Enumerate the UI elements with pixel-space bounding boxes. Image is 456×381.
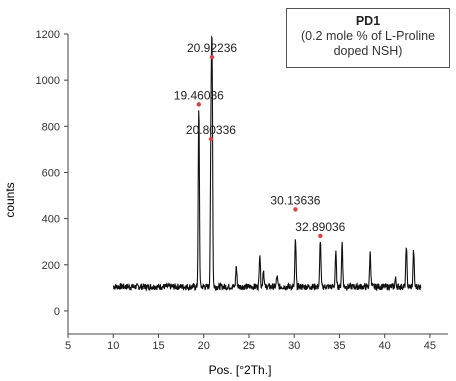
legend-box: PD1 (0.2 mole % of L-Proline doped NSH) [286,8,450,68]
series [112,35,422,292]
y-axis-label: counts [3,182,17,217]
y-tick-label: 800 [42,121,60,133]
x-tick-label: 10 [107,340,119,352]
peak-marker [318,233,323,239]
legend-title: PD1 [355,14,381,28]
x-tick-label: 35 [333,340,345,352]
x-tick-label: 5 [65,340,71,352]
y-tick-label: 0 [54,306,60,318]
x-tick-label: 40 [379,340,391,352]
x-tick-label: 20 [198,340,210,352]
y-tick-label: 1200 [36,29,60,41]
xrd-series-line [112,35,422,292]
peak-marker [209,54,215,60]
peak-marker [293,207,298,212]
peak-label: 20.92236 [187,41,237,55]
peak-label: 30.13636 [270,193,320,207]
y-tick-label: 1000 [36,75,60,87]
y-tick-label: 200 [42,260,60,272]
y-tick-label: 400 [42,214,60,226]
peak-marker [208,136,214,142]
x-axis-label: Pos. [°2Th.] [209,363,272,377]
peak-label: 20.80336 [186,123,236,137]
peak-marker [196,102,202,107]
x-tick-label: 25 [243,340,255,352]
ticks: 5 10 15 20 25 30 35 40 45 0 200 400 600 800 1000 1200 [36,29,437,352]
legend-text: (0.2 mole % of L-Proline doped NSH) [300,29,436,58]
x-tick-label: 30 [288,340,300,352]
peak-label: 19.46036 [174,88,224,102]
annotations: 20.92236 19.46036 20.80336 30.13636 32.89036 [174,41,346,239]
peak-label: 32.89036 [295,220,345,234]
x-tick-label: 15 [152,340,164,352]
x-tick-label: 45 [424,340,436,352]
y-tick-label: 600 [42,167,60,179]
